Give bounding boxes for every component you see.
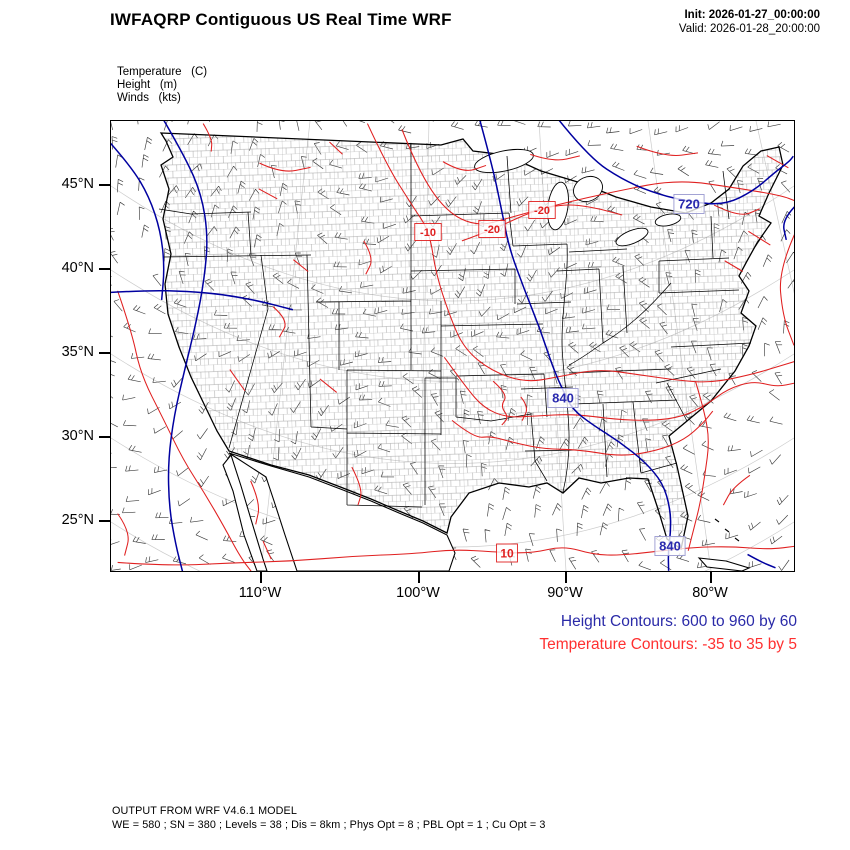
temperature-contour: [401, 129, 794, 225]
temperature-contour: [687, 381, 709, 551]
temperature-contour: [520, 396, 527, 421]
temperature-contour-label: -10: [414, 223, 442, 241]
lat-tick-mark: [99, 184, 110, 186]
height-contour: [111, 289, 294, 311]
cuba-islands: [697, 518, 751, 571]
height-contour: [111, 142, 165, 300]
model-version-line: OUTPUT FROM WRF V4.6.1 MODEL: [112, 805, 297, 817]
temperature-contour: [492, 380, 508, 426]
model-times: Init: 2026-01-27_00:00:00 Valid: 2026-01…: [679, 8, 820, 36]
temperature-contour: [766, 155, 789, 169]
height-contour: [783, 206, 794, 241]
baja-peninsula: [222, 453, 268, 571]
temperature-contour: [272, 306, 286, 338]
temperature-contour: [351, 466, 362, 506]
temperature-contour: [363, 240, 372, 275]
temperature-contour: [722, 474, 751, 506]
mexico-landmass: [228, 452, 456, 571]
great-lake: [615, 227, 649, 247]
lat-tick-mark: [99, 352, 110, 354]
lon-tick-mark: [260, 572, 262, 583]
model-config-line: WE = 580 ; SN = 380 ; Levels = 38 ; Dis …: [112, 818, 546, 831]
height-contour: [479, 121, 672, 571]
lon-tick-label: 110°W: [238, 585, 282, 601]
temperature-contour: [117, 545, 794, 566]
height-contour: [163, 121, 208, 571]
height-contour: [558, 121, 794, 205]
page-title: IWFAQRP Contiguous US Real Time WRF: [110, 10, 452, 29]
temperature-contour: [202, 123, 213, 152]
contour-legend: Height Contours: 600 to 960 by 60 Temper…: [539, 611, 797, 656]
lat-tick-mark: [99, 436, 110, 438]
lat-tick-label: 25°N: [61, 512, 94, 528]
temperature-contour: [117, 290, 252, 571]
temperature-contour: [250, 480, 260, 525]
model-info: OUTPUT FROM WRF V4.6.1 MODEL WE = 580 ; …: [112, 805, 546, 832]
temperature-contour: [636, 145, 699, 156]
temperature-contour: [443, 357, 794, 421]
map-frame: -10 -20 -20 10 720 840 840: [110, 120, 795, 572]
state-boundaries: [158, 143, 752, 508]
lat-tick-label: 35°N: [61, 344, 94, 360]
temperature-contour: [748, 230, 771, 246]
lat-tick-label: 40°N: [61, 260, 94, 276]
svg-text:840: 840: [552, 391, 574, 406]
lat-tick-label: 30°N: [61, 428, 94, 444]
lon-tick-label: 80°W: [692, 585, 728, 601]
svg-text:-20: -20: [484, 224, 500, 236]
svg-text:10: 10: [500, 546, 514, 560]
height-contour: [747, 553, 776, 569]
temperature-contour: [451, 410, 714, 456]
wrf-contour-map: -10 -20 -20 10 720 840 840: [111, 121, 794, 571]
temperature-contour-label: 10: [496, 543, 518, 563]
lon-tick-mark: [565, 572, 567, 583]
temperature-field-label: Temperature (C): [117, 66, 208, 78]
temperature-contour: [530, 153, 580, 161]
winds-field-label: Winds (kts): [117, 92, 181, 104]
temperature-contour-legend: Temperature Contours: -35 to 35 by 5: [539, 635, 797, 653]
lon-tick-label: 100°W: [396, 585, 440, 601]
great-lake: [654, 213, 682, 227]
lon-tick-mark: [418, 572, 420, 583]
temperature-contour: [779, 234, 794, 346]
temperature-contour-label: -20: [478, 220, 506, 238]
height-contour-label: 840: [547, 388, 579, 408]
valid-time-label: Valid: 2026-01-28_20:00:00: [678, 23, 820, 35]
height-field-label: Height (m): [117, 79, 178, 91]
temperature-contour: [258, 188, 278, 200]
lat-tick-mark: [99, 268, 110, 270]
temperature-contour: [319, 378, 338, 393]
temperature-contour: [117, 513, 129, 556]
temperature-contour: [293, 259, 309, 272]
temperature-contour: [329, 141, 343, 155]
lon-tick-label: 90°W: [547, 585, 583, 601]
temperature-contour: [442, 161, 487, 171]
lat-tick-label: 45°N: [61, 176, 94, 192]
great-lake: [573, 175, 603, 203]
temperature-contour: [259, 162, 311, 172]
svg-text:720: 720: [678, 197, 700, 212]
height-contour-label: 840: [654, 536, 686, 556]
temperature-contour: [724, 260, 744, 272]
lat-tick-mark: [99, 520, 110, 522]
svg-text:-20: -20: [534, 205, 550, 217]
init-time-label: Init: 2026-01-27_00:00:00: [684, 9, 820, 21]
svg-text:-10: -10: [420, 227, 436, 239]
fields-legend: Temperature (C) Height (m) Winds (kts): [117, 66, 207, 105]
svg-text:840: 840: [659, 539, 681, 554]
temperature-contour: [713, 204, 760, 215]
height-contour-legend: Height Contours: 600 to 960 by 60: [560, 613, 797, 630]
temperature-contour: [262, 540, 272, 560]
temperature-contour-label: -20: [528, 201, 556, 219]
lon-tick-mark: [710, 572, 712, 583]
temperature-contour: [229, 369, 246, 392]
height-contour-label: 720: [673, 194, 705, 214]
